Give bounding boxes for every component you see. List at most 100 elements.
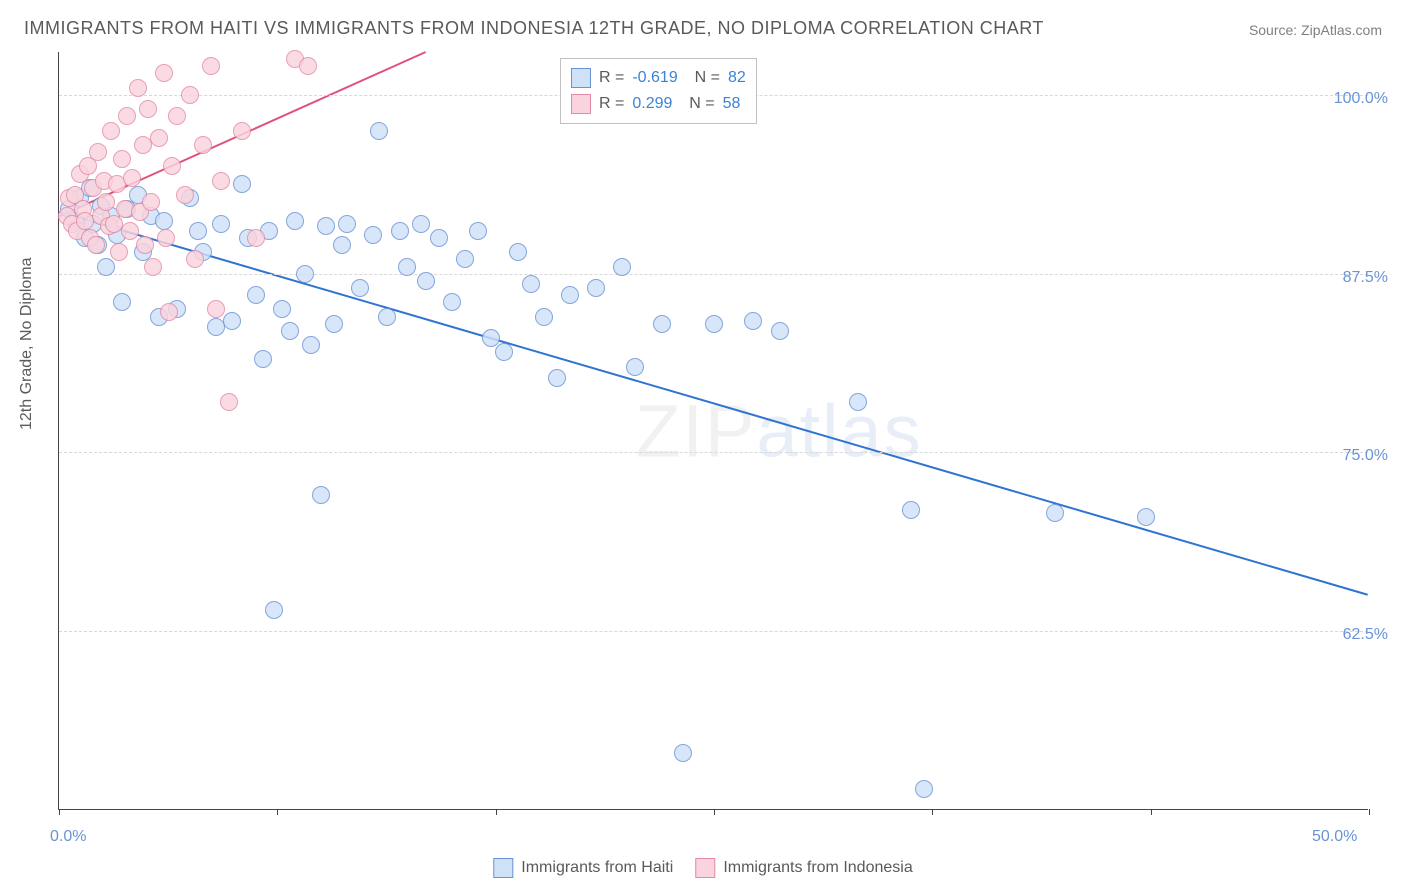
legend-n-value: 58	[723, 91, 741, 117]
scatter-point	[398, 258, 416, 276]
y-tick-label: 100.0%	[1334, 90, 1388, 108]
scatter-point	[129, 79, 147, 97]
grid-line	[59, 274, 1368, 275]
scatter-point	[522, 275, 540, 293]
scatter-point	[223, 312, 241, 330]
scatter-point	[915, 780, 933, 798]
scatter-point	[391, 222, 409, 240]
scatter-point	[265, 601, 283, 619]
scatter-point	[378, 308, 396, 326]
scatter-point	[456, 250, 474, 268]
x-tick	[277, 809, 278, 815]
x-tick	[1151, 809, 1152, 815]
scatter-point	[97, 258, 115, 276]
scatter-point	[302, 336, 320, 354]
scatter-point	[744, 312, 762, 330]
scatter-point	[89, 143, 107, 161]
x-tick	[714, 809, 715, 815]
scatter-point	[705, 315, 723, 333]
scatter-point	[220, 393, 238, 411]
legend-r-value: 0.299	[632, 91, 672, 117]
source-attribution: Source: ZipAtlas.com	[1249, 22, 1382, 38]
scatter-point	[233, 175, 251, 193]
scatter-point	[123, 169, 141, 187]
legend-stat-row: R = -0.619 N = 82	[571, 65, 746, 91]
scatter-point	[296, 265, 314, 283]
scatter-point	[139, 100, 157, 118]
scatter-point	[155, 64, 173, 82]
x-tick-label: 0.0%	[50, 828, 86, 846]
legend-series-item: Immigrants from Indonesia	[695, 858, 912, 878]
legend-n-label: N =	[680, 91, 714, 117]
scatter-point	[212, 172, 230, 190]
scatter-point	[1046, 504, 1064, 522]
scatter-point	[212, 215, 230, 233]
scatter-point	[233, 122, 251, 140]
scatter-point	[142, 193, 160, 211]
scatter-point	[653, 315, 671, 333]
legend-r-value: -0.619	[632, 65, 677, 91]
legend-swatch	[571, 94, 591, 114]
scatter-point	[144, 258, 162, 276]
scatter-point	[482, 329, 500, 347]
scatter-point	[254, 350, 272, 368]
scatter-point	[136, 236, 154, 254]
scatter-point	[155, 212, 173, 230]
legend-series-label: Immigrants from Haiti	[521, 859, 673, 877]
scatter-point	[535, 308, 553, 326]
scatter-point	[113, 150, 131, 168]
y-tick-label: 87.5%	[1343, 269, 1388, 287]
scatter-point	[102, 122, 120, 140]
legend-n-value: 82	[728, 65, 746, 91]
legend-n-label: N =	[686, 65, 720, 91]
legend-swatch	[695, 858, 715, 878]
scatter-point	[121, 222, 139, 240]
scatter-point	[443, 293, 461, 311]
legend-swatch	[571, 68, 591, 88]
scatter-point	[430, 229, 448, 247]
legend-series-label: Immigrants from Indonesia	[723, 859, 912, 877]
scatter-point	[338, 215, 356, 233]
scatter-point	[97, 193, 115, 211]
scatter-point	[587, 279, 605, 297]
scatter-point	[325, 315, 343, 333]
y-axis-label: 12th Grade, No Diploma	[18, 257, 36, 430]
scatter-point	[351, 279, 369, 297]
scatter-point	[113, 293, 131, 311]
scatter-point	[495, 343, 513, 361]
scatter-point	[150, 129, 168, 147]
scatter-point	[157, 229, 175, 247]
x-tick	[59, 809, 60, 815]
scatter-point	[186, 250, 204, 268]
scatter-point	[160, 303, 178, 321]
scatter-point	[176, 186, 194, 204]
legend-r-label: R =	[599, 91, 624, 117]
legend-r-label: R =	[599, 65, 624, 91]
scatter-point	[281, 322, 299, 340]
scatter-point	[412, 215, 430, 233]
scatter-point	[509, 243, 527, 261]
scatter-point	[163, 157, 181, 175]
scatter-point	[771, 322, 789, 340]
x-tick	[1369, 809, 1370, 815]
scatter-point	[247, 229, 265, 247]
series-legend: Immigrants from Haiti Immigrants from Ind…	[493, 858, 912, 878]
scatter-point	[674, 744, 692, 762]
y-tick-label: 62.5%	[1343, 626, 1388, 644]
scatter-point	[299, 57, 317, 75]
scatter-point	[469, 222, 487, 240]
scatter-point	[247, 286, 265, 304]
scatter-point	[207, 300, 225, 318]
scatter-point	[189, 222, 207, 240]
scatter-plot-area: ZIPatlas	[58, 52, 1368, 810]
scatter-point	[317, 217, 335, 235]
legend-swatch	[493, 858, 513, 878]
scatter-point	[902, 501, 920, 519]
scatter-point	[286, 212, 304, 230]
scatter-point	[417, 272, 435, 290]
scatter-point	[181, 86, 199, 104]
scatter-point	[110, 243, 128, 261]
scatter-point	[561, 286, 579, 304]
scatter-point	[273, 300, 291, 318]
grid-line	[59, 452, 1368, 453]
